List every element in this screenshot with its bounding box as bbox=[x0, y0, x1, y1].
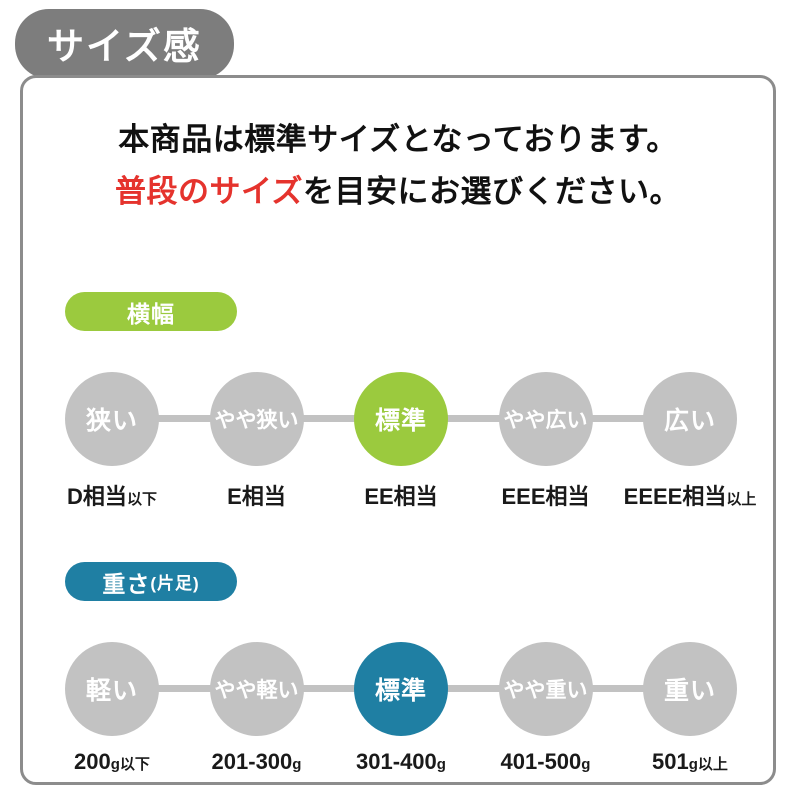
width-circle-narrow: 狭い bbox=[65, 372, 159, 466]
weight-section-badge: 重さ (片足) bbox=[65, 562, 237, 601]
weight-value-heavy: 501g以上 bbox=[652, 749, 728, 774]
intro-highlight: 普段のサイズ bbox=[114, 174, 304, 209]
page-title-badge: サイズ感 bbox=[15, 9, 234, 79]
width-circle-standard-active: 標準 bbox=[354, 372, 448, 466]
weight-step-light: 軽い 200g以下 bbox=[65, 642, 159, 775]
weight-circle-slightly-light: やや軽い bbox=[209, 642, 304, 736]
weight-value-slightly-light: 201-300g bbox=[211, 749, 302, 774]
weight-circle-heavy: 重い bbox=[643, 642, 737, 736]
width-badge-label: 横幅 bbox=[127, 300, 175, 327]
weight-circle-standard-active: 標準 bbox=[354, 642, 448, 736]
weight-badge-label: 重さ bbox=[102, 570, 151, 597]
width-circle-wide: 広い bbox=[643, 372, 737, 466]
width-step-slightly-narrow: やや狭い E相当 bbox=[209, 372, 304, 511]
width-step-narrow: 狭い D相当以下 bbox=[65, 372, 159, 511]
width-step-standard: 標準 EE相当 bbox=[354, 372, 448, 511]
width-section-badge: 横幅 bbox=[65, 292, 237, 331]
width-value-slightly-narrow: E相当 bbox=[227, 484, 286, 509]
weight-section: 重さ (片足) 軽い 200g以下 やや軽い 201-300g 標準 301-40… bbox=[23, 562, 773, 775]
page-title: サイズ感 bbox=[47, 26, 202, 67]
width-circle-slightly-wide: やや広い bbox=[498, 372, 593, 466]
width-circle-slightly-narrow: やや狭い bbox=[209, 372, 304, 466]
width-value-standard: EE相当 bbox=[364, 484, 438, 509]
intro-text: 本商品は標準サイズとなっております。 普段のサイズを目安にお選びください。 bbox=[23, 114, 773, 218]
width-step-wide: 広い EEEE相当以上 bbox=[624, 372, 756, 511]
weight-badge-note: (片足) bbox=[150, 574, 200, 593]
weight-value-light: 200g以下 bbox=[74, 749, 150, 774]
width-value-wide: EEEE相当以上 bbox=[623, 484, 757, 509]
size-guide-card: 本商品は標準サイズとなっております。 普段のサイズを目安にお選びください。 横幅… bbox=[20, 75, 776, 785]
width-scale: 狭い D相当以下 やや狭い E相当 標準 EE相当 やや広い EEE相当 広い … bbox=[65, 372, 756, 511]
intro-line-2-rest: を目安にお選びください。 bbox=[303, 174, 682, 209]
intro-line-2: 普段のサイズを目安にお選びください。 bbox=[23, 166, 773, 218]
width-value-narrow: D相当以下 bbox=[67, 484, 157, 509]
weight-circle-light: 軽い bbox=[65, 642, 159, 736]
weight-step-slightly-heavy: やや重い 401-500g bbox=[498, 642, 593, 775]
weight-value-slightly-heavy: 401-500g bbox=[500, 749, 591, 774]
weight-step-heavy: 重い 501g以上 bbox=[643, 642, 737, 775]
weight-step-slightly-light: やや軽い 201-300g bbox=[209, 642, 304, 775]
weight-value-standard: 301-400g bbox=[356, 749, 446, 774]
weight-step-standard: 標準 301-400g bbox=[354, 642, 448, 775]
intro-line-1: 本商品は標準サイズとなっております。 bbox=[118, 122, 678, 157]
width-value-slightly-wide: EEE相当 bbox=[501, 484, 590, 509]
width-section: 横幅 狭い D相当以下 やや狭い E相当 標準 EE相当 やや広い EEE相当 … bbox=[23, 292, 773, 511]
weight-circle-slightly-heavy: やや重い bbox=[498, 642, 593, 736]
width-step-slightly-wide: やや広い EEE相当 bbox=[498, 372, 593, 511]
weight-scale: 軽い 200g以下 やや軽い 201-300g 標準 301-400g やや重い… bbox=[65, 642, 737, 775]
